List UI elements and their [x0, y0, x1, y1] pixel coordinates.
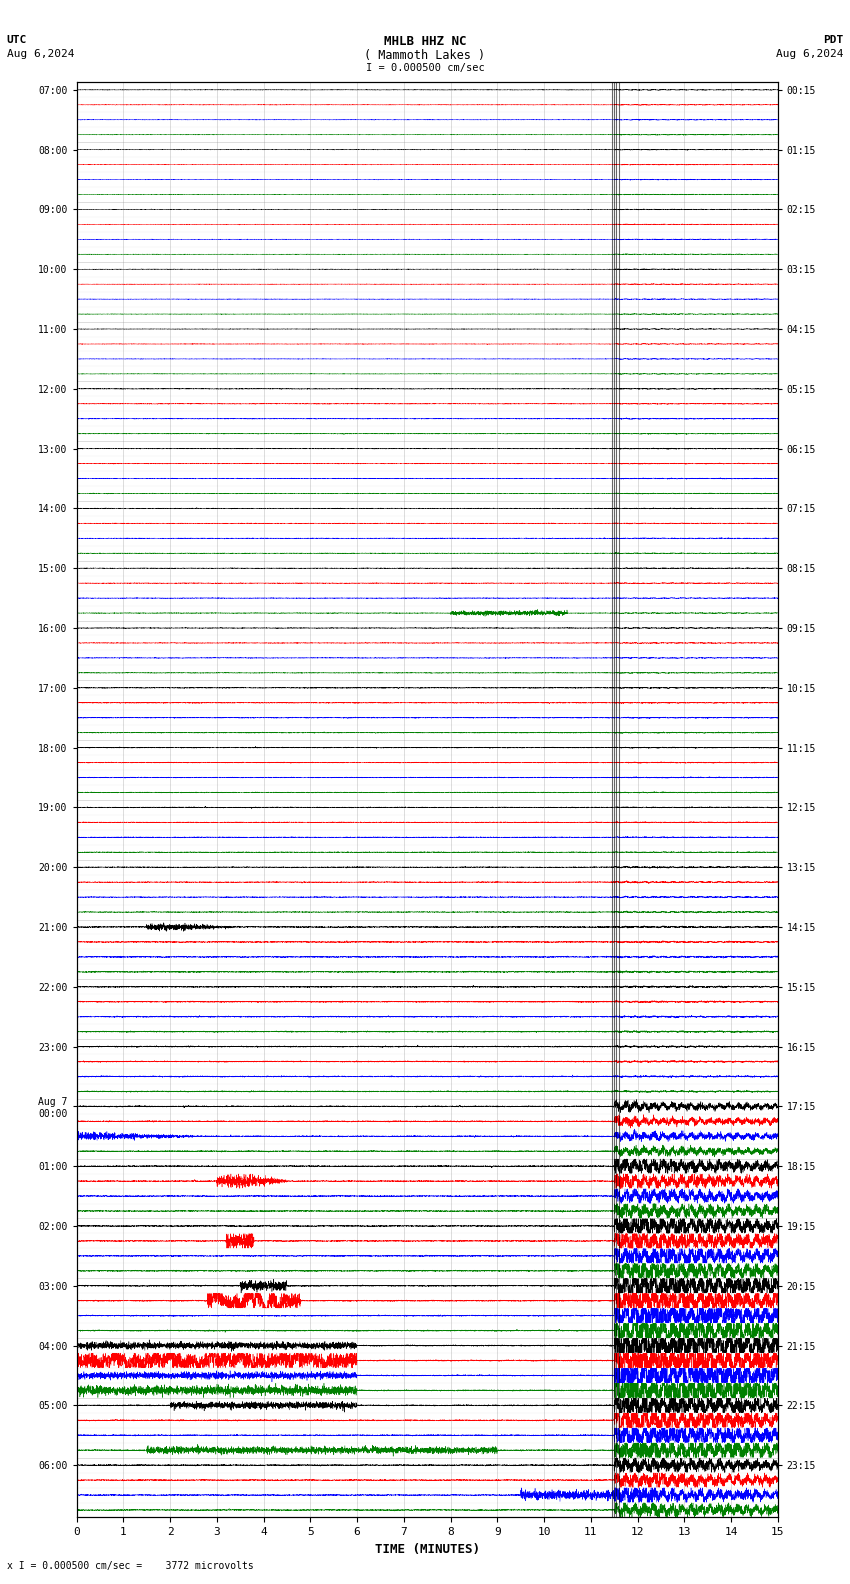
Text: PDT: PDT	[823, 35, 843, 44]
Text: ( Mammoth Lakes ): ( Mammoth Lakes )	[365, 49, 485, 62]
Text: I = 0.000500 cm/sec: I = 0.000500 cm/sec	[366, 63, 484, 73]
Text: MHLB HHZ NC: MHLB HHZ NC	[383, 35, 467, 48]
Text: x I = 0.000500 cm/sec =    3772 microvolts: x I = 0.000500 cm/sec = 3772 microvolts	[7, 1562, 253, 1571]
Text: UTC: UTC	[7, 35, 27, 44]
Text: Aug 6,2024: Aug 6,2024	[7, 49, 74, 59]
X-axis label: TIME (MINUTES): TIME (MINUTES)	[375, 1543, 479, 1555]
Text: Aug 6,2024: Aug 6,2024	[776, 49, 843, 59]
